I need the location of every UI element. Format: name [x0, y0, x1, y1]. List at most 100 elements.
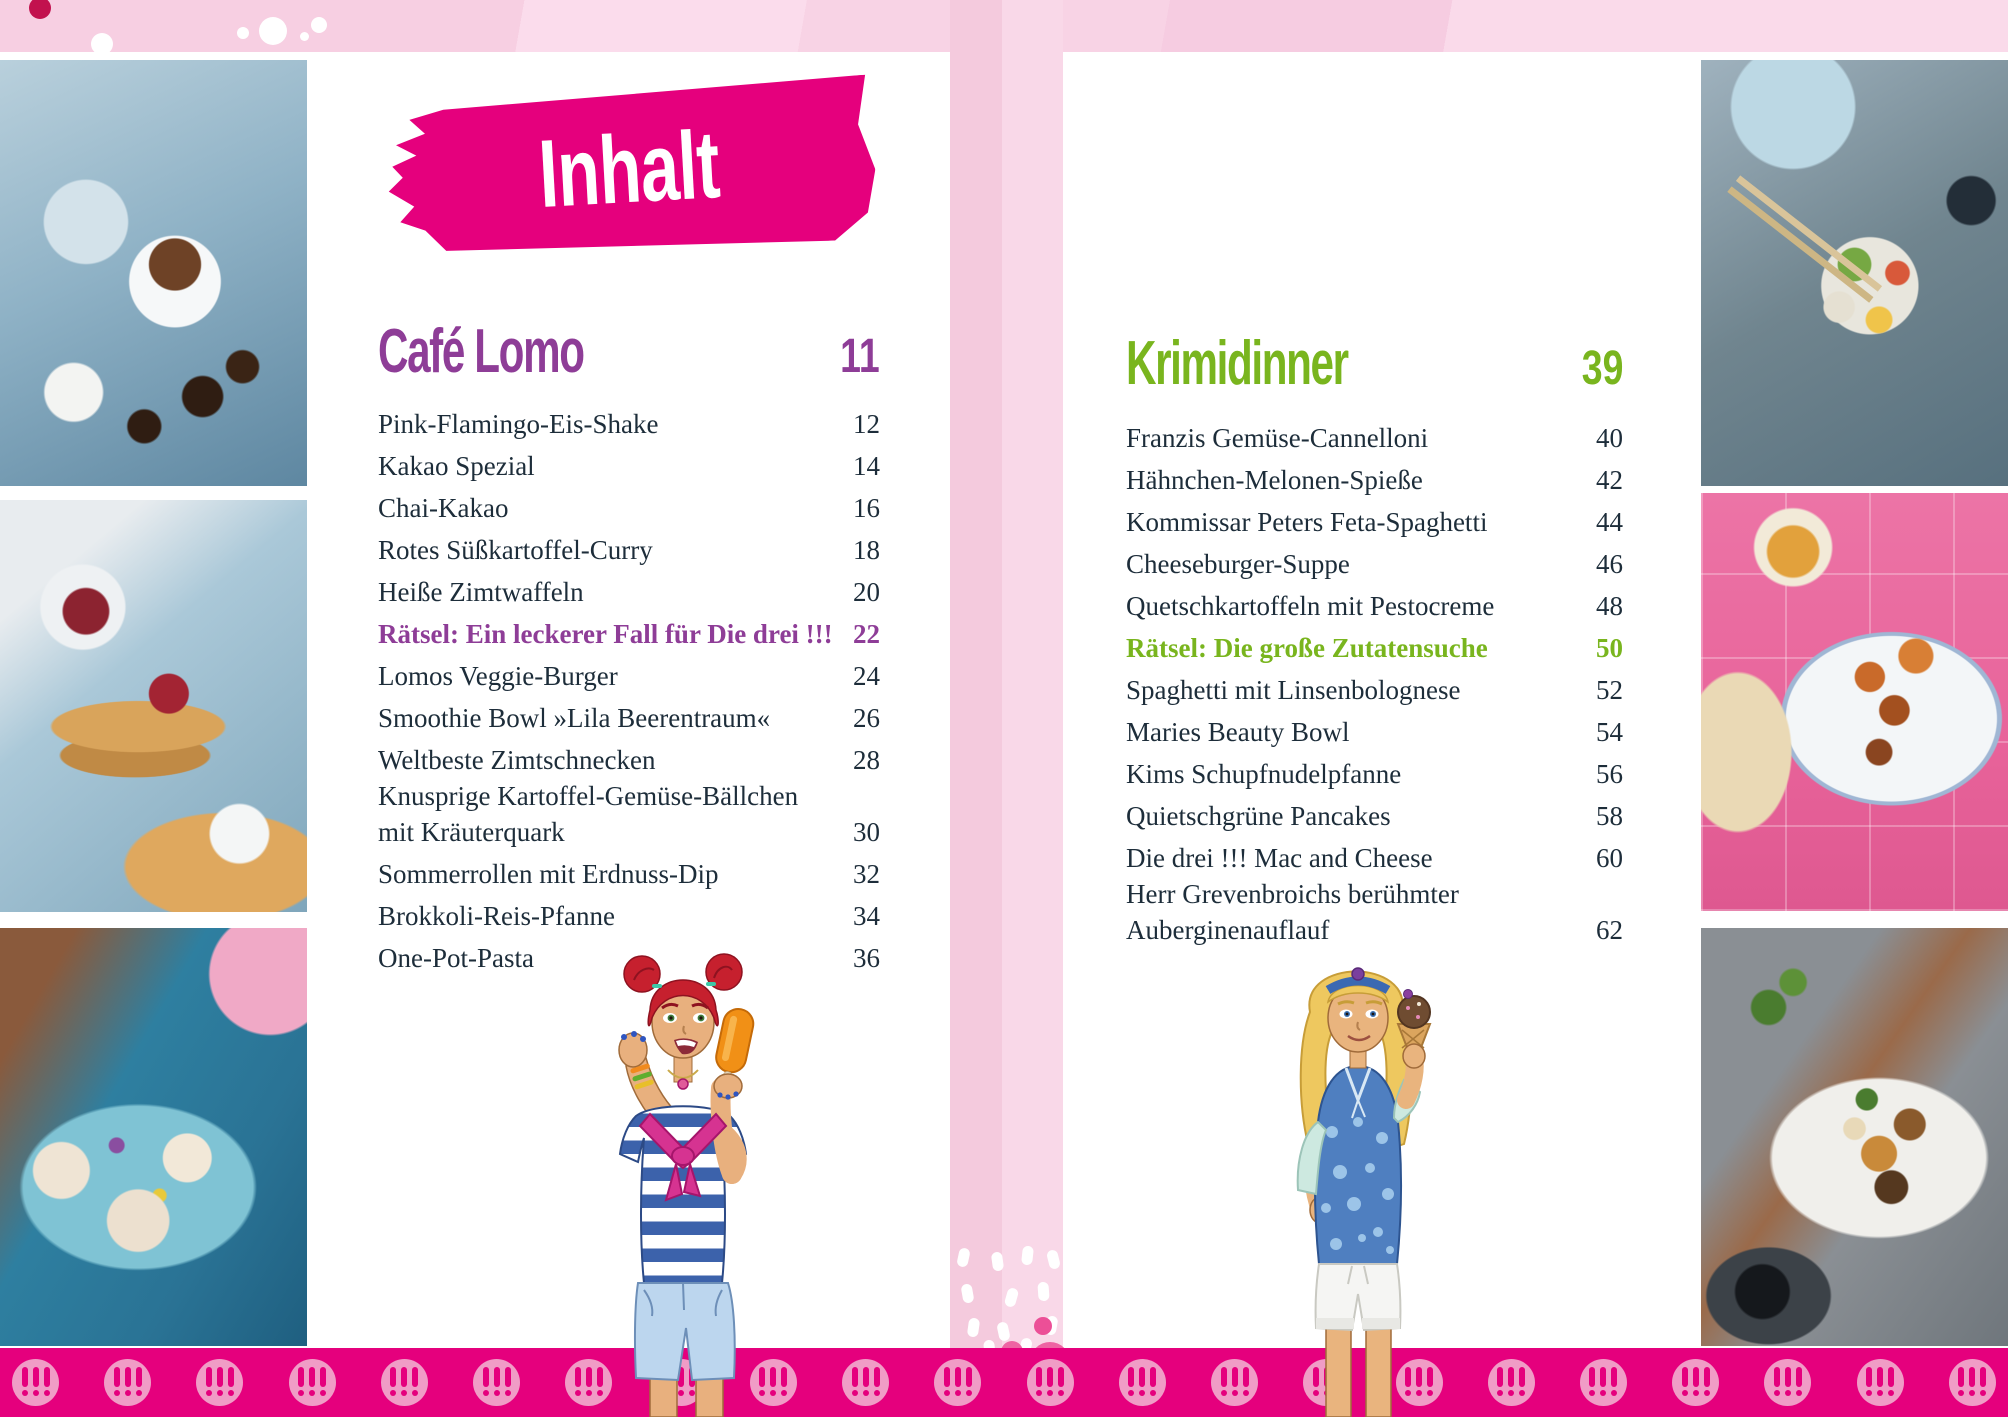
three-exclamation-icon: [842, 1359, 890, 1406]
three-exclamation-icon: [1948, 1359, 1996, 1406]
paint-dab: [956, 1247, 971, 1268]
toc-item-label: Rotes Süßkartoffel-Curry: [378, 535, 653, 565]
toc-item-label: Kommissar Peters Feta-Spaghetti: [1126, 507, 1488, 537]
toc-item: Brokkoli-Reis-Pfanne 34: [378, 892, 880, 934]
three-exclamation-icon: [1856, 1359, 1904, 1406]
three-exclamation-icon: [1395, 1359, 1443, 1406]
toc-item-label: Lomos Veggie-Burger: [378, 661, 618, 691]
girl-red-hair-popsicle-illustration: [618, 953, 755, 1417]
toc-item-page-number: 46: [1596, 549, 1623, 579]
toc-item: Chai-Kakao 16: [378, 484, 880, 526]
toc-item-label: Quietschgrüne Pancakes: [1126, 801, 1391, 831]
three-exclamation-icon: [1672, 1359, 1720, 1406]
white-dot: [300, 32, 309, 41]
toc-item: Pink-Flamingo-Eis-Shake 12: [378, 400, 880, 442]
toc-item-label: Heiße Zimtwaffeln: [378, 577, 584, 607]
photo-grilled-skewers: [1701, 493, 2008, 911]
toc-item-label: Quetschkartoffeln mit Pestocreme: [1126, 591, 1495, 621]
toc-item: Franzis Gemüse-Cannelloni 40: [1126, 414, 1623, 456]
toc-item: Die drei !!! Mac and Cheese 60: [1126, 834, 1623, 876]
toc-item-label: One-Pot-Pasta: [378, 943, 534, 973]
toc-item-label: Smoothie Bowl »Lila Beerentraum«: [378, 703, 771, 733]
toc-item: Hähnchen-Melonen-Spieße 42: [1126, 456, 1623, 498]
three-exclamation-icon: [934, 1359, 982, 1406]
toc-item-page-number: 22: [853, 619, 880, 649]
toc-item-label: Rätsel: Die große Zutatensuche: [1126, 633, 1488, 663]
paint-dab: [1045, 1248, 1062, 1271]
toc-item-page-number: 14: [853, 451, 880, 481]
toc-item-page-number: 26: [853, 703, 880, 733]
toc-item-label: Franzis Gemüse-Cannelloni: [1126, 423, 1429, 453]
section-title: Café Lomo: [378, 317, 585, 386]
toc-item-page-number: 36: [853, 943, 880, 973]
toc-item-page-number: 34: [853, 901, 880, 931]
paint-dab: [966, 1317, 981, 1338]
toc-item-label: Sommerrollen mit Erdnuss-Dip: [378, 859, 719, 889]
toc-item-label: Rätsel: Ein leckerer Fall für Die drei !…: [378, 619, 833, 649]
toc-item: Heiße Zimtwaffeln 20: [378, 568, 880, 610]
photo-hot-chocolate-mugs: [0, 60, 307, 486]
toc-item: Kims Schupfnudelpfanne 56: [1126, 750, 1623, 792]
toc-item-label: Weltbeste Zimtschnecken: [378, 745, 656, 775]
toc-item-label: Kims Schupfnudelpfanne: [1126, 759, 1402, 789]
section-header-cafe-lomo: Café Lomo 11: [378, 316, 880, 387]
toc-item: Cheeseburger-Suppe 46: [1126, 540, 1623, 582]
toc-item-page-number: 32: [853, 859, 880, 889]
toc-item-label: Kakao Spezial: [378, 451, 535, 481]
paint-dab: [1037, 1281, 1050, 1302]
photo-summer-rolls: [0, 928, 307, 1346]
toc-item-page-number: 58: [1596, 801, 1623, 831]
toc-item: Kommissar Peters Feta-Spaghetti 44: [1126, 498, 1623, 540]
toc-item-page-number: 16: [853, 493, 880, 523]
paint-dab: [1021, 1245, 1034, 1266]
toc-item-label: Hähnchen-Melonen-Spieße: [1126, 465, 1423, 495]
white-dot: [237, 27, 249, 39]
toc-item-page-number: 44: [1596, 507, 1623, 537]
toc-item: Smoothie Bowl »Lila Beerentraum« 26: [378, 694, 880, 736]
toc-item-label: Knusprige Kartoffel-Gemüse-Bällchen mit …: [378, 781, 799, 847]
toc-item: Maries Beauty Bowl 54: [1126, 708, 1623, 750]
toc-item: Sommerrollen mit Erdnuss-Dip 32: [378, 850, 880, 892]
three-exclamation-icon: [288, 1359, 336, 1406]
toc-item-page-number: 30: [853, 817, 880, 847]
toc-item-label: Die drei !!! Mac and Cheese: [1126, 843, 1433, 873]
red-dot: [29, 0, 51, 19]
white-dot: [259, 17, 287, 45]
toc-item-label: Chai-Kakao: [378, 493, 509, 523]
toc-item-label: Pink-Flamingo-Eis-Shake: [378, 409, 659, 439]
three-exclamation-icon: [12, 1359, 59, 1406]
pink-circle: [1034, 1317, 1052, 1335]
toc-item: Kakao Spezial 14: [378, 442, 880, 484]
three-exclamation-icon: [1026, 1359, 1074, 1406]
toc-item-label: Brokkoli-Reis-Pfanne: [378, 901, 615, 931]
three-exclamation-icon: [749, 1359, 797, 1406]
page-title: Inhalt: [536, 111, 722, 228]
footer-band: [0, 1348, 2008, 1417]
toc-item-page-number: 40: [1596, 423, 1623, 453]
toc-item-page-number: 42: [1596, 465, 1623, 495]
toc-item: Rotes Süßkartoffel-Curry 18: [378, 526, 880, 568]
three-exclamation-icon: [1764, 1359, 1812, 1406]
toc-list-krimidinner: Franzis Gemüse-Cannelloni 40 Hähnchen-Melo…: [1126, 414, 1623, 948]
section-title: Krimidinner: [1126, 329, 1349, 398]
three-exclamation-icon: [1579, 1359, 1627, 1406]
toc-item: Rätsel: Ein leckerer Fall für Die drei !…: [378, 610, 880, 652]
toc-item-page-number: 60: [1596, 843, 1623, 873]
toc-item: Spaghetti mit Linsenbolognese 52: [1126, 666, 1623, 708]
page-gutter: [950, 0, 1070, 1382]
toc-item-label: Maries Beauty Bowl: [1126, 717, 1350, 747]
three-exclamation-icon: [196, 1359, 244, 1406]
toc-item-page-number: 20: [853, 577, 880, 607]
three-exclamation-icon: [104, 1359, 152, 1406]
three-exclamation-icon: [1487, 1359, 1535, 1406]
toc-item-page-number: 28: [853, 745, 880, 775]
toc-item-page-number: 54: [1596, 717, 1623, 747]
toc-item-label: Herr Grevenbroichs berühmter Auberginena…: [1126, 879, 1459, 945]
three-exclamation-icon: [1118, 1359, 1166, 1406]
toc-item-page-number: 48: [1596, 591, 1623, 621]
three-exclamation-icon: [565, 1359, 613, 1406]
toc-item: Rätsel: Die große Zutatensuche 50: [1126, 624, 1623, 666]
photo-waffles-with-cherries: [0, 500, 307, 912]
toc-item-page-number: 12: [853, 409, 880, 439]
